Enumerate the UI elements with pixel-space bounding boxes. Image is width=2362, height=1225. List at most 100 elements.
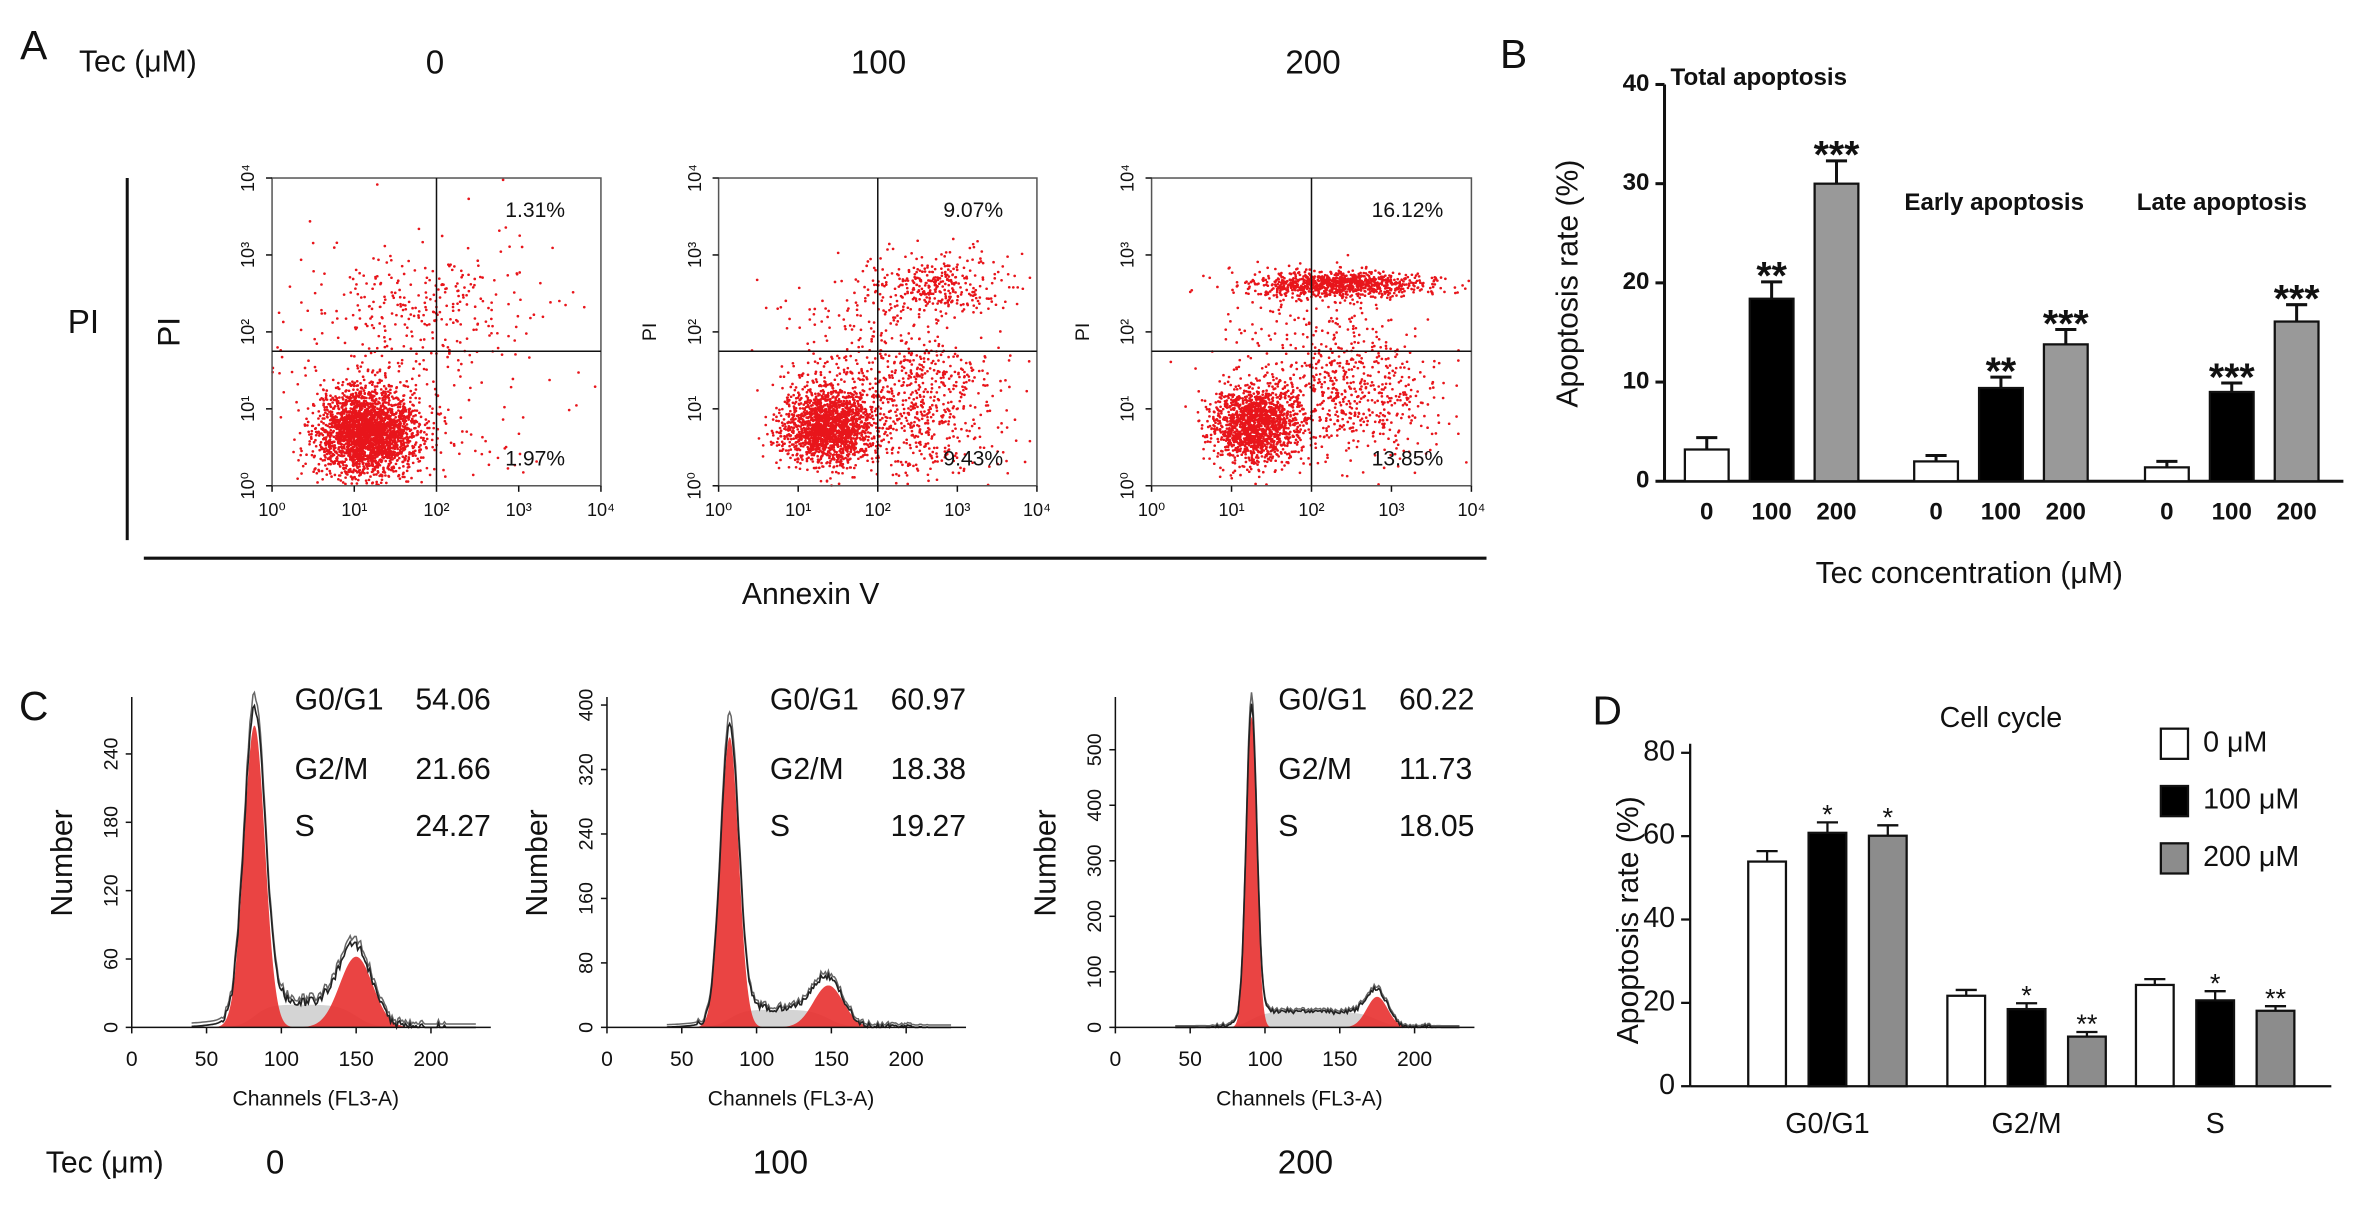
x-tick-label: 100 [739,1048,774,1071]
group-title: Total apoptosis [1671,64,1847,91]
stat-label: G0/G1 [770,683,859,716]
category-label: 200 [2046,498,2086,525]
y-tick-label: 10¹ [1118,396,1138,422]
dose-value: 100 [753,1144,808,1181]
stat-value: 60.22 [1399,683,1474,716]
stat-label: G0/G1 [295,683,384,716]
stat-label: G2/M [770,753,844,786]
category-label: 200 [2276,498,2316,525]
x-axis-label: Channels (FL3-A) [233,1087,400,1110]
bar [1867,834,1908,1088]
legend-label: 100 μM [2203,784,2299,816]
bar [1913,460,1960,483]
y-tick-label: 10¹ [685,396,705,422]
panel-label: D [1592,687,1621,733]
significance: *** [2274,277,2321,321]
y-tick-label: 400 [1084,789,1106,822]
x-tick-label: 10⁴ [587,500,615,520]
y-tick-label: 10⁴ [685,164,705,192]
stat-label: G0/G1 [1278,683,1367,716]
y-axis-label: PI [150,317,186,347]
y-tick-label: 40 [1643,902,1675,934]
dose-value: 0 [266,1144,284,1181]
x-tick-label: 10⁰ [705,500,732,520]
y-axis-label: Number [46,809,79,916]
dose-value: 200 [1285,45,1340,82]
y-tick-label: 320 [576,753,598,786]
axis-title: PI [68,304,99,341]
x-tick-label: 200 [1397,1048,1432,1071]
dot-cloud [1169,253,1471,486]
y-tick-label: 180 [100,806,122,839]
bar [2208,390,2255,483]
dot-cloud [271,178,597,487]
y-tick-label: 120 [100,874,122,907]
y-tick-label: 10³ [1118,242,1138,268]
bar [2134,983,2175,1088]
category-label: 100 [1751,498,1791,525]
quadrant-label: 16.12% [1372,199,1444,222]
dose-value: 0 [426,45,444,82]
y-tick-label: 500 [1084,733,1106,766]
y-tick-label: 0 [576,1022,598,1033]
x-tick-label: 10² [865,500,891,520]
dose-value: 100 [851,45,906,82]
x-axis-label: Channels (FL3-A) [1216,1087,1383,1110]
bar [2255,1009,2296,1088]
panel-label: B [1500,31,1527,77]
legend-label: 200 μM [2203,841,2299,873]
x-tick-label: 10² [423,500,449,520]
bar [1946,994,1987,1088]
category-label: 100 [2212,498,2252,525]
bar [1807,831,1848,1088]
stat-label: G2/M [1278,753,1352,786]
y-axis-label: PI [1072,323,1094,342]
significance: *** [2209,355,2256,399]
hist-outline [1175,692,1460,1027]
y-tick-label: 80 [1643,735,1675,767]
x-tick-label: 50 [1178,1048,1201,1071]
quadrant-label: 13.85% [1372,448,1444,471]
stat-label: G2/M [295,753,369,786]
stat-value: 60.97 [891,683,966,716]
stat-value: 18.05 [1399,810,1474,843]
x-tick-label: 10⁴ [1023,500,1051,520]
x-tick-label: 150 [339,1048,374,1071]
bar [2273,320,2320,483]
y-tick-label: 80 [576,952,598,974]
group-title: Early apoptosis [1904,189,2084,216]
category-label: 0 [1700,498,1713,525]
quadrant-label: 9.43% [943,448,1003,471]
x-tick-label: 10¹ [785,500,811,520]
panel-label: A [20,22,48,68]
x-tick-label: 10⁴ [1457,500,1485,520]
y-tick-label: 10² [685,319,705,345]
category-label: S [2206,1108,2225,1140]
x-tick-label: 0 [601,1048,613,1071]
x-tick-label: 50 [195,1048,218,1071]
stat-value: 54.06 [415,683,490,716]
significance: ** [1756,254,1787,298]
category-label: 0 [2160,498,2173,525]
y-tick-label: 240 [100,737,122,770]
bar [1747,860,1788,1088]
y-tick-label: 40 [1623,70,1650,97]
hist-g2-peak [1335,996,1420,1028]
stat-value: 11.73 [1399,753,1472,786]
y-tick-label: 20 [1623,268,1650,295]
y-tick-label: 0 [1659,1069,1675,1101]
y-tick-label: 10⁴ [238,164,258,192]
y-tick-label: 100 [1084,955,1106,988]
stat-label: S [1278,810,1298,843]
hist-g2-peak [768,985,889,1028]
x-tick-label: 150 [814,1048,849,1071]
x-axis-label: Channels (FL3-A) [708,1087,875,1110]
bar [1748,297,1795,483]
category-label: G0/G1 [1785,1108,1869,1140]
bar [1977,386,2024,483]
significance: ** [2265,982,2287,1013]
chart-title: Cell cycle [1940,702,2063,734]
stat-value: 21.66 [415,753,490,786]
